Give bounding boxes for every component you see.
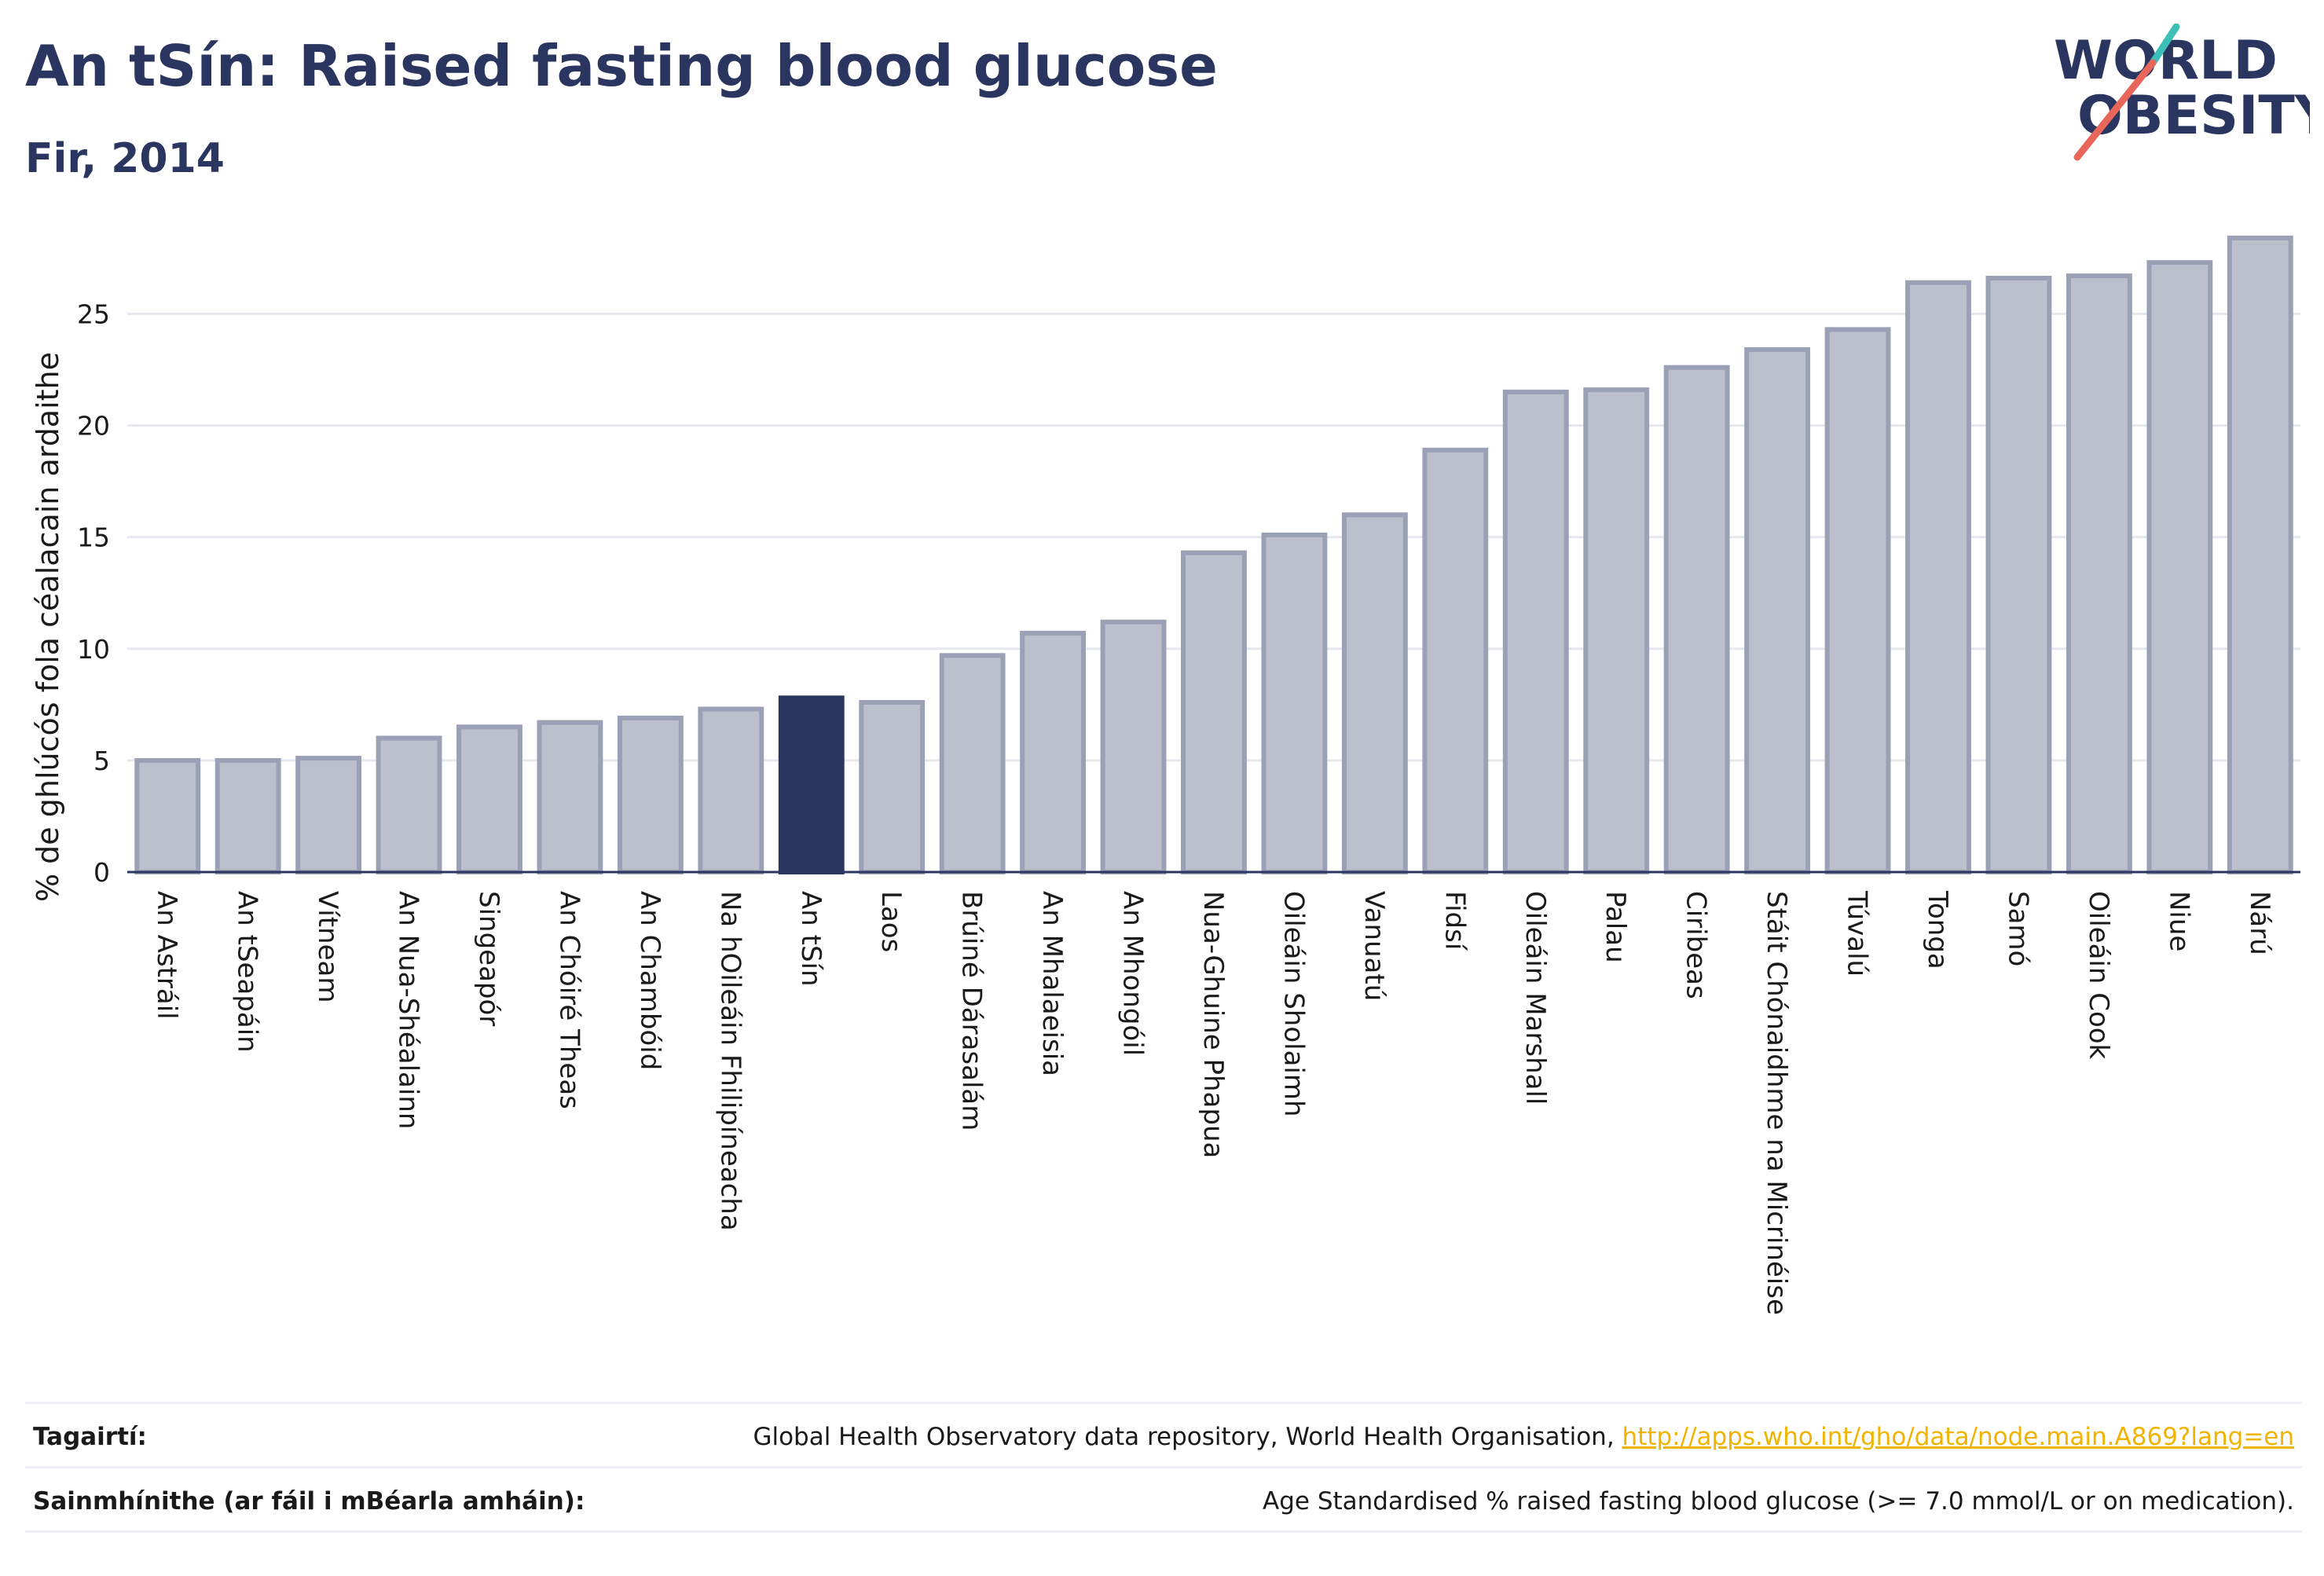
logo-line-2: OBESITY [2077,85,2310,147]
bar [1985,276,2052,874]
definitions-value: Age Standardised % raised fasting blood … [1263,1487,2294,1516]
y-tick-label: 20 [77,411,110,442]
y-tick-label: 10 [77,634,110,665]
bar [1905,280,1971,874]
x-tick-label: An Nua-Shéalainn [393,891,424,1129]
y-tick-label: 5 [93,746,110,776]
bar [537,720,603,874]
bar [1261,532,1328,874]
logo-slash-teal [2149,24,2180,67]
x-tick-label: Fidsí [1439,891,1470,951]
footer-divider [25,1530,2302,1533]
x-tick-label: Laos [875,891,907,952]
x-tick-label: An Chóiré Theas [553,891,585,1109]
y-tick-label: 15 [77,522,110,553]
x-tick-label: An tSín [795,891,827,987]
bar [376,735,442,875]
x-tick-label: Brúiné Dárasalám [956,891,988,1131]
world-obesity-logo: WORLD OBESITY [2054,24,2310,161]
bar [2227,235,2293,874]
bar [295,756,362,874]
x-tick-label: Túvalú [1842,890,1873,977]
references-row: Tagairtí: Global Health Observatory data… [25,1402,2302,1467]
definitions-label: Sainmhínithe (ar fáil i mBéarla amháin): [33,1487,585,1516]
references-text: Global Health Observatory data repositor… [753,1423,1622,1451]
bar [939,653,1006,874]
x-tick-labels: An Astráil An tSeapáin Vítneam An Nua-Shéal… [151,890,2275,1315]
chart-title: An tSín: Raised fasting blood glucose [25,33,1218,99]
bar [214,757,281,874]
bar [1181,550,1247,874]
x-tick-label: Na hOileáin Fhilipíneacha [714,891,746,1231]
x-tick-label: Oileáin Sholaimh [1277,891,1309,1117]
y-axis-label: % de ghlúcós fola céalacain ardaithe [31,352,65,902]
x-tick-label: Niue [2163,891,2194,951]
x-tick-label: Oileáin Cook [2083,891,2114,1060]
x-tick-label: An Astráil [151,891,182,1020]
x-tick-label: Vítneam [312,891,343,1002]
x-tick-label: Nárú [2244,891,2275,955]
references-link[interactable]: http://apps.who.int/gho/data/node.main.A… [1622,1423,2294,1451]
x-tick-label: Singeapór [473,891,504,1026]
bar [1824,327,1891,874]
bar [1744,346,1811,874]
y-tick-label: 0 [93,857,110,888]
bar [2066,273,2132,874]
bar [134,757,201,874]
logo-slash-coral [2073,59,2157,161]
chart-subtitle: Fir, 2014 [25,135,225,182]
references-value: Global Health Observatory data repositor… [753,1423,2294,1451]
bar [698,706,764,874]
bar [1663,365,1730,874]
bar [617,715,684,874]
bar [1502,389,1569,874]
x-tick-label: Stáit Chónaidhme na Micrinéise [1761,891,1792,1315]
bar [456,724,522,875]
bar-highlighted [778,695,845,874]
x-tick-label: An tSeapáin [232,891,263,1053]
bar [1020,630,1087,874]
x-tick-label: An Mhongóil [1117,891,1149,1056]
bar [859,700,926,874]
x-tick-label: Oileáin Marshall [1519,891,1551,1105]
y-tick-labels: 0 5 10 15 20 25 [77,299,110,888]
x-tick-label: Tonga [1922,890,1953,969]
bar [1583,387,1650,874]
bar [1100,619,1167,874]
x-tick-label: An Mhalaeisia [1036,891,1068,1076]
x-tick-label: Samó [2002,891,2033,966]
definitions-row: Sainmhínithe (ar fáil i mBéarla amháin):… [25,1466,2302,1531]
x-tick-label: Palau [1600,891,1631,963]
x-tick-label: Vanuatú [1358,891,1390,1001]
bar [1341,512,1408,875]
x-tick-label: Nua-Ghuine Phapua [1197,891,1229,1158]
references-label: Tagairtí: [33,1423,147,1451]
y-tick-label: 25 [77,299,110,329]
x-tick-label: Ciribeas [1681,891,1712,999]
bars [134,235,2293,875]
x-tick-label: An Chambóid [634,891,665,1070]
bar [1422,447,1489,874]
bar [2146,260,2213,874]
